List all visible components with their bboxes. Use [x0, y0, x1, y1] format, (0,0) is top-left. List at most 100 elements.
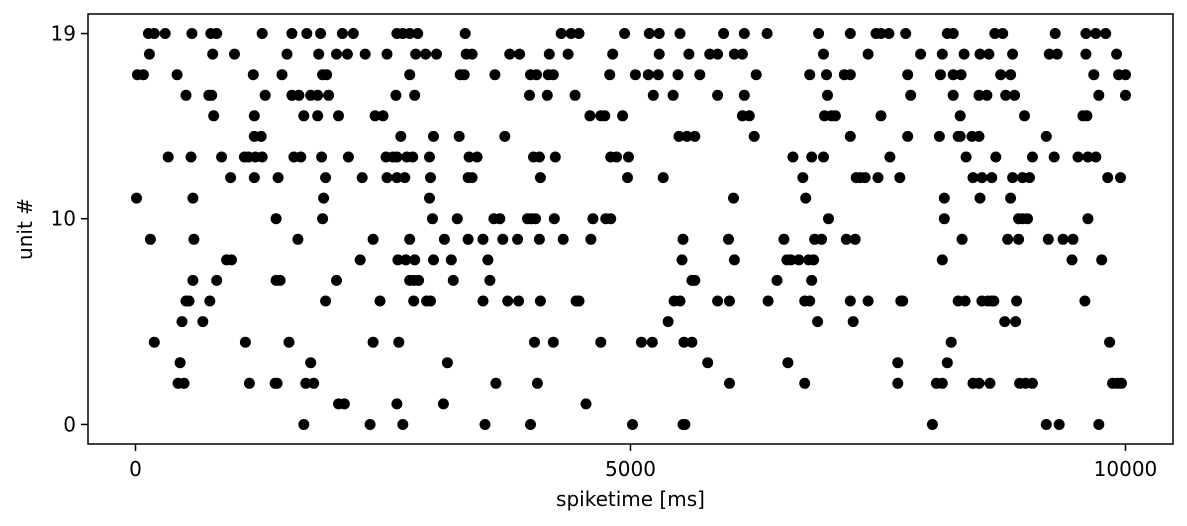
spike-point — [315, 28, 327, 39]
spike-point — [534, 295, 546, 307]
spike-point — [408, 295, 420, 307]
spike-point — [915, 48, 927, 60]
spike-point — [617, 110, 629, 122]
spike-point — [283, 336, 295, 348]
spike-point — [771, 274, 783, 286]
spike-point — [844, 130, 856, 142]
spike-point — [274, 274, 286, 286]
spike-point — [761, 28, 773, 39]
spike-point — [823, 213, 834, 225]
spike-point — [905, 89, 917, 101]
spike-point — [359, 48, 371, 60]
spike-point — [702, 357, 714, 369]
spike-point — [573, 28, 585, 39]
spike-point — [999, 316, 1011, 328]
spike-point — [667, 89, 679, 101]
x-tick-label: 0 — [129, 457, 142, 481]
spike-point — [364, 419, 376, 430]
spike-point — [565, 28, 577, 39]
spike-point — [653, 28, 665, 39]
spike-point — [1100, 28, 1112, 39]
spike-point — [204, 295, 216, 307]
spike-point — [255, 130, 267, 142]
spike-point — [936, 254, 948, 266]
spike-point — [974, 192, 986, 204]
axis-ticks: 0 5000 10000 0 10 19 — [51, 22, 1158, 481]
spike-point — [884, 151, 896, 163]
spike-point — [336, 28, 348, 39]
spike-point — [180, 89, 192, 101]
spike-point — [178, 377, 190, 389]
spike-point — [397, 419, 409, 430]
spike-point — [424, 192, 435, 204]
spike-point — [185, 151, 197, 163]
spike-point — [723, 233, 734, 245]
spike-point — [529, 336, 540, 348]
spike-point — [143, 48, 155, 60]
spike-point — [541, 89, 553, 101]
spike-point — [821, 69, 832, 81]
spike-point — [323, 89, 335, 101]
spike-point — [463, 151, 475, 163]
spike-point — [162, 151, 174, 163]
spike-point — [587, 213, 599, 225]
spike-point — [995, 69, 1007, 81]
spike-point — [428, 254, 439, 266]
spike-point — [813, 28, 825, 39]
spike-point — [477, 295, 489, 307]
spike-point — [295, 151, 307, 163]
spike-point — [331, 48, 342, 60]
spike-point — [674, 28, 686, 39]
spike-point — [272, 172, 284, 184]
spike-point — [584, 110, 596, 122]
spike-point — [308, 377, 320, 389]
spike-point — [1093, 419, 1105, 430]
spike-point — [298, 419, 310, 430]
spike-point — [954, 110, 966, 122]
spike-point — [338, 398, 350, 410]
spike-point — [672, 69, 684, 81]
spike-point — [954, 130, 966, 142]
spike-point — [936, 377, 948, 389]
spike-point — [441, 357, 453, 369]
spike-point — [479, 419, 491, 430]
spike-point — [875, 28, 887, 39]
spike-point — [159, 28, 171, 39]
y-tick-label: 19 — [51, 22, 76, 46]
spike-point — [1026, 377, 1038, 389]
spike-point — [404, 233, 416, 245]
spike-point — [281, 48, 293, 60]
spike-point — [941, 357, 953, 369]
spike-point — [1120, 89, 1131, 101]
spike-point — [892, 357, 904, 369]
spike-point — [1005, 69, 1017, 81]
spike-point — [960, 151, 972, 163]
spike-point — [797, 172, 809, 184]
spike-point — [533, 151, 545, 163]
spike-point — [270, 213, 282, 225]
spike-point — [211, 274, 223, 286]
spike-point — [471, 151, 483, 163]
spike-point — [862, 295, 874, 307]
spike-point — [689, 274, 701, 286]
spike-point — [1024, 172, 1035, 184]
spike-point — [844, 295, 856, 307]
spike-point — [427, 213, 438, 225]
spike-point — [938, 213, 950, 225]
spike-point — [989, 28, 1001, 39]
spike-point — [642, 69, 654, 81]
spike-point — [580, 398, 592, 410]
spike-point — [1042, 233, 1054, 245]
spike-point — [862, 48, 874, 60]
spike-point — [547, 69, 559, 81]
spike-point — [259, 89, 271, 101]
spike-point — [646, 336, 658, 348]
spike-point — [762, 295, 774, 307]
spike-point — [1090, 28, 1102, 39]
spike-point — [494, 213, 506, 225]
spike-point — [1049, 28, 1061, 39]
spike-point — [131, 192, 142, 204]
spike-point — [808, 254, 820, 266]
spike-point — [514, 48, 526, 60]
spike-point — [844, 28, 856, 39]
